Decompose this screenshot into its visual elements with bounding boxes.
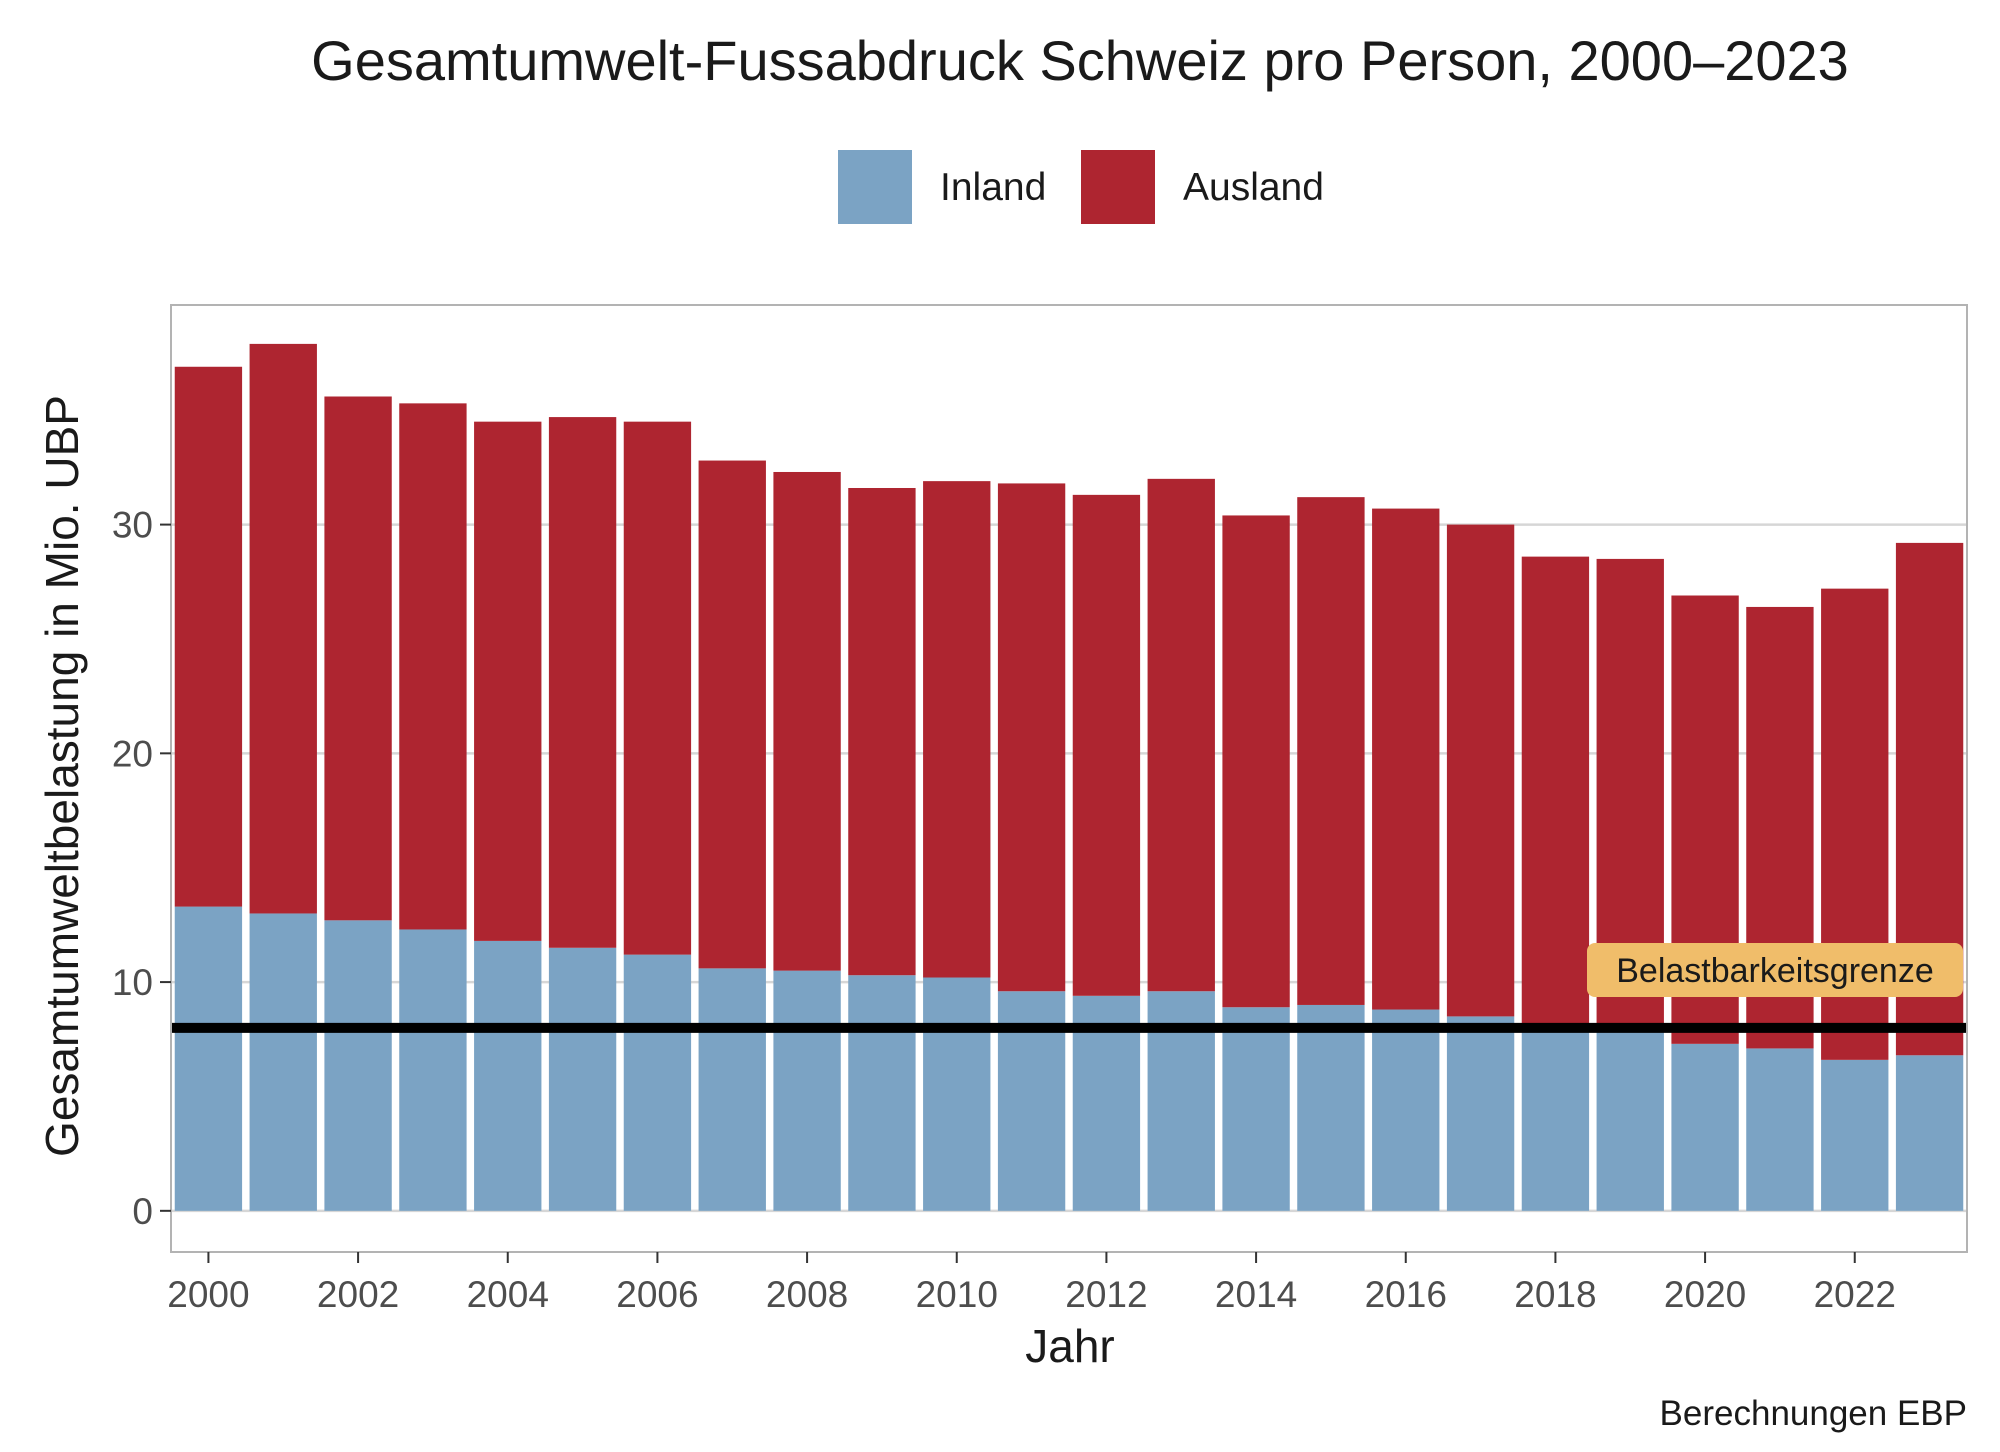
- bar-ausland-2004: [474, 421, 542, 941]
- y-tick-label-10: 10: [112, 962, 153, 1003]
- legend: Inland Ausland: [838, 150, 1324, 224]
- x-tick-label-2020: 2020: [1664, 1274, 1746, 1315]
- belastbarkeitsgrenze-label-box: [1587, 943, 1963, 997]
- panel-background: [171, 305, 1967, 1252]
- x-tick-label-2022: 2022: [1814, 1274, 1896, 1315]
- caption: Berechnungen EBP: [1660, 1394, 1967, 1433]
- bar-ausland-2010: [923, 481, 991, 978]
- y-tick-label-20: 20: [112, 733, 153, 774]
- bar-ausland-2015: [1297, 497, 1365, 1005]
- x-tick-label-2002: 2002: [317, 1274, 399, 1315]
- y-tick-label-0: 0: [132, 1191, 153, 1232]
- x-tick-label-2014: 2014: [1215, 1274, 1297, 1315]
- bar-ausland-2014: [1222, 515, 1290, 1008]
- bar-ausland-2003: [399, 403, 467, 930]
- bar-inland-2005: [548, 947, 617, 1211]
- bar-inland-2014: [1222, 1007, 1290, 1211]
- bar-inland-2003: [399, 929, 467, 1211]
- bar-ausland-2011: [997, 483, 1066, 992]
- bar-inland-2004: [474, 940, 542, 1211]
- belastbarkeitsgrenze-label-text: Belastbarkeitsgrenze: [1616, 952, 1934, 990]
- bar-ausland-2000: [174, 366, 243, 907]
- bar-inland-2022: [1821, 1059, 1889, 1211]
- bar-inland-2016: [1372, 1009, 1440, 1211]
- x-axis: 2000 2002 2004 2006 2008 2010 2012 2014 2016 2018…: [167, 1252, 1896, 1315]
- belastbarkeitsgrenze-label: Belastbarkeitsgrenze: [1587, 943, 1963, 997]
- x-axis-title: Jahr: [1025, 1320, 1114, 1372]
- bar-inland-2020: [1671, 1043, 1739, 1211]
- bar-ausland-2009: [848, 487, 916, 976]
- legend-key-inland: [838, 150, 912, 224]
- bar-inland-2008: [773, 970, 841, 1211]
- x-tick-label-2000: 2000: [167, 1274, 249, 1315]
- bar-ausland-2016: [1372, 508, 1440, 1010]
- plot-panel: Belastbarkeitsgrenze: [170, 304, 1968, 1253]
- bar-inland-2007: [698, 968, 766, 1211]
- gridlines: [171, 523, 1967, 1213]
- bar-inland-2019: [1596, 1030, 1664, 1211]
- bar-ausland-2005: [548, 417, 617, 948]
- bar-ausland-2001: [249, 343, 317, 914]
- x-tick-label-2006: 2006: [616, 1274, 698, 1315]
- bar-inland-2002: [324, 920, 392, 1211]
- bar-ausland-2018: [1521, 556, 1590, 1028]
- bar-inland-2018: [1521, 1027, 1590, 1211]
- bar-ausland-2002: [324, 396, 392, 921]
- bar-inland-2000: [174, 906, 243, 1211]
- bar-inland-2006: [623, 954, 692, 1211]
- bar-ausland-2013: [1147, 478, 1215, 992]
- bar-inland-2017: [1446, 1016, 1515, 1211]
- chart-title: Gesamtumwelt-Fussabdruck Schweiz pro Per…: [311, 29, 1849, 92]
- x-tick-label-2008: 2008: [766, 1274, 848, 1315]
- bar-ausland-2017: [1446, 524, 1515, 1017]
- y-tick-label-30: 30: [112, 505, 153, 546]
- y-axis: 0 10 20 30: [112, 505, 171, 1232]
- y-axis-title: Gesamtumweltbelastung in Mio. UBP: [36, 395, 88, 1157]
- x-tick-label-2018: 2018: [1514, 1274, 1596, 1315]
- bar-ausland-2007: [698, 460, 766, 969]
- x-tick-label-2010: 2010: [916, 1274, 998, 1315]
- bar-inland-2010: [923, 977, 991, 1211]
- bar-ausland-2006: [623, 421, 692, 955]
- legend-key-ausland: [1081, 150, 1155, 224]
- bar-ausland-2012: [1072, 494, 1141, 996]
- x-tick-label-2016: 2016: [1365, 1274, 1447, 1315]
- legend-label-inland: Inland: [940, 166, 1046, 209]
- bar-inland-2021: [1746, 1048, 1814, 1211]
- bar-inland-2015: [1297, 1004, 1365, 1211]
- x-tick-label-2012: 2012: [1065, 1274, 1147, 1315]
- bar-ausland-2008: [773, 471, 841, 971]
- legend-label-ausland: Ausland: [1183, 166, 1324, 209]
- bar-inland-2009: [848, 975, 916, 1211]
- bar-inland-2001: [249, 913, 317, 1211]
- panel-border: [170, 304, 1968, 1253]
- bar-inland-2023: [1895, 1055, 1964, 1211]
- x-tick-label-2004: 2004: [467, 1274, 549, 1315]
